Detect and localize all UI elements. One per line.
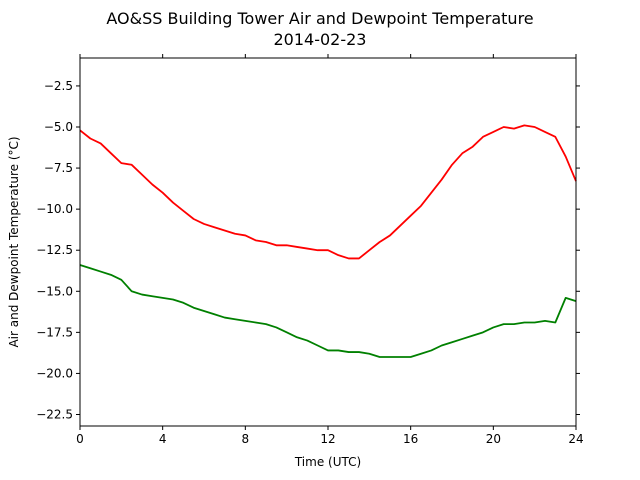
y-tick-label: −20.0 (36, 366, 73, 380)
plot-frame (79, 57, 577, 427)
x-tick-label: 0 (76, 432, 84, 446)
y-tick-label: −10.0 (36, 202, 73, 216)
series-line-1 (79, 264, 577, 358)
y-tick-label: −5.0 (44, 120, 73, 134)
x-tick-label: 16 (403, 432, 418, 446)
chart-subtitle: 2014-02-23 (274, 30, 367, 49)
x-tick-label: 24 (568, 432, 583, 446)
series-line-0 (79, 124, 577, 260)
ticks-layer: 0 4 8 12 16 20 24 −2.5 −5.0 −7.5 −10.0 −12.5 −15.0 −1… (36, 54, 584, 446)
x-tick-label: 12 (320, 432, 335, 446)
chart-title: AO&SS Building Tower Air and Dewpoint Te… (106, 9, 533, 28)
x-tick-label: 20 (486, 432, 501, 446)
y-tick-label: −7.5 (44, 161, 73, 175)
series-layer (79, 124, 577, 358)
y-tick-label: −2.5 (44, 79, 73, 93)
x-tick-label: 4 (159, 432, 167, 446)
y-tick-label: −22.5 (36, 408, 73, 422)
y-tick-label: −15.0 (36, 284, 73, 298)
y-axis-label: Air and Dewpoint Temperature (°C) (7, 136, 21, 347)
x-axis-label: Time (UTC) (294, 455, 361, 469)
y-tick-label: −17.5 (36, 325, 73, 339)
y-tick-label: −12.5 (36, 243, 73, 257)
x-tick-label: 8 (242, 432, 250, 446)
